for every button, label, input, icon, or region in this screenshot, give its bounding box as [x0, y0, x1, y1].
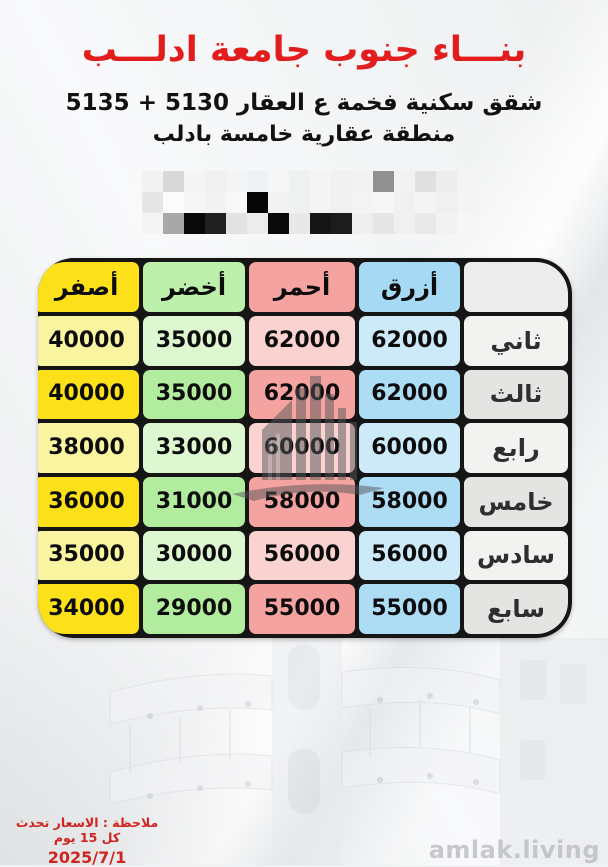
mosaic-block: [394, 171, 415, 192]
mosaic-block: [226, 192, 247, 213]
price-cell-yellow: 36000: [38, 477, 139, 527]
mosaic-block: [457, 213, 478, 234]
mosaic-block: [184, 192, 205, 213]
mosaic-block: [352, 192, 373, 213]
mosaic-block: [394, 192, 415, 213]
price-cell-yellow: 38000: [38, 423, 139, 473]
page-title: بنـــاء جنوب جامعة ادلـــب: [81, 30, 528, 70]
mosaic-block: [268, 213, 289, 234]
price-cell-yellow: 40000: [38, 369, 139, 420]
poster-header: بنـــاء جنوب جامعة ادلـــب شقق سكنية فخم…: [0, 30, 608, 147]
mosaic-block: [331, 171, 352, 192]
mosaic-block: [247, 192, 268, 213]
mosaic-block: [268, 171, 289, 192]
note-text: ملاحظة : الاسعار تحدث كل 15 يوم: [15, 815, 159, 845]
mosaic-block: [184, 171, 205, 192]
price-cell-blue: 60000: [359, 423, 460, 473]
mosaic-block: [415, 192, 436, 213]
mosaic-block: [142, 213, 163, 234]
mosaic-block: [457, 171, 478, 192]
note-date: 2025/7/1: [47, 848, 127, 867]
mosaic-block: [205, 192, 226, 213]
floor-label-cell: ثاني: [464, 316, 568, 366]
mosaic-block: [352, 171, 373, 192]
mosaic-block: [394, 213, 415, 234]
floor-label-cell: خامس: [464, 477, 568, 527]
mosaic-block: [184, 213, 205, 234]
price-cell-red: 55000: [249, 584, 355, 634]
mosaic-block: [163, 213, 184, 234]
mosaic-block: [415, 171, 436, 192]
mosaic-block: [142, 192, 163, 213]
price-cell-red: 60000: [249, 423, 355, 473]
footer-note: ملاحظة : الاسعار تحدث كل 15 يوم 2025/7/1: [6, 815, 168, 867]
subtitle-line-2: منطقة عقارية خامسة بادلب: [152, 122, 456, 147]
price-cell-yellow: 35000: [38, 530, 139, 581]
price-cell-green: 29000: [143, 584, 245, 634]
price-cell-yellow: 34000: [38, 584, 139, 634]
header-cell-blue: أزرق: [359, 262, 460, 312]
mosaic-block: [373, 213, 394, 234]
mosaic-block: [247, 213, 268, 234]
price-cell-red: 62000: [249, 369, 355, 420]
floor-label-cell: ثالث: [464, 369, 568, 420]
price-cell-green: 33000: [143, 423, 245, 473]
watermark-text: amlak.living: [428, 836, 600, 864]
mosaic-block: [331, 192, 352, 213]
mosaic-block: [163, 192, 184, 213]
price-cell-blue: 62000: [359, 369, 460, 420]
price-cell-blue: 55000: [359, 584, 460, 634]
header-cell-floor: [464, 262, 568, 312]
price-cell-blue: 56000: [359, 530, 460, 581]
header-cell-red: أحمر: [249, 262, 355, 312]
price-cell-blue: 62000: [359, 316, 460, 366]
mosaic-block: [415, 213, 436, 234]
redacted-contact-mosaic: [142, 171, 478, 234]
mosaic-block: [205, 171, 226, 192]
floor-label-cell: سابع: [464, 584, 568, 634]
mosaic-block: [289, 171, 310, 192]
mosaic-block: [163, 171, 184, 192]
floor-label-cell: سادس: [464, 530, 568, 581]
mosaic-block: [436, 192, 457, 213]
mosaic-block: [310, 171, 331, 192]
subtitle-line-1: شقق سكنية فخمة ع العقار 5130 + 5135: [65, 90, 543, 116]
mosaic-block: [142, 171, 163, 192]
mosaic-block: [436, 213, 457, 234]
price-table: أزرق أحمر أخضر أصفر ثاني 62000 62000 35000 40000…: [38, 258, 572, 638]
price-cell-red: 58000: [249, 477, 355, 527]
mosaic-block: [289, 192, 310, 213]
mosaic-block: [247, 171, 268, 192]
mosaic-block: [205, 213, 226, 234]
price-table-grid: أزرق أحمر أخضر أصفر ثاني 62000 62000 35000 40000…: [38, 262, 568, 634]
price-cell-yellow: 40000: [38, 316, 139, 366]
price-cell-red: 56000: [249, 530, 355, 581]
mosaic-block: [457, 192, 478, 213]
header-cell-green: أخضر: [143, 262, 245, 312]
mosaic-block: [373, 192, 394, 213]
mosaic-block: [268, 192, 289, 213]
price-cell-green: 31000: [143, 477, 245, 527]
mosaic-block: [331, 213, 352, 234]
mosaic-block: [436, 171, 457, 192]
price-cell-red: 62000: [249, 316, 355, 366]
price-cell-green: 30000: [143, 530, 245, 581]
floor-label-cell: رابع: [464, 423, 568, 473]
mosaic-block: [226, 171, 247, 192]
price-cell-blue: 58000: [359, 477, 460, 527]
mosaic-block: [310, 192, 331, 213]
mosaic-block: [352, 213, 373, 234]
mosaic-block: [373, 171, 394, 192]
mosaic-block: [226, 213, 247, 234]
mosaic-block: [289, 213, 310, 234]
price-cell-green: 35000: [143, 369, 245, 420]
header-cell-yellow: أصفر: [38, 262, 139, 312]
price-cell-green: 35000: [143, 316, 245, 366]
mosaic-block: [310, 213, 331, 234]
